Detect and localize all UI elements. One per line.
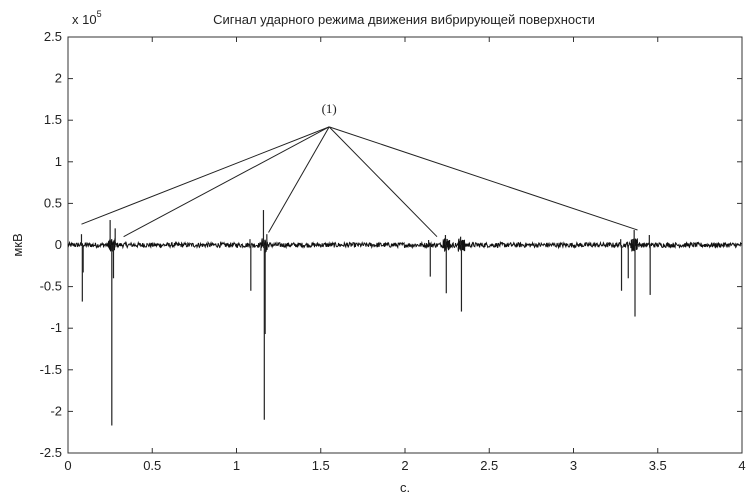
y-axis-label: мкВ	[10, 233, 25, 256]
annotation-leader-line	[329, 126, 638, 231]
x-tick-label: 3.5	[649, 458, 667, 473]
y-tick-label: 2.5	[44, 29, 62, 44]
signal-series	[67, 210, 743, 426]
x-tick-label: 1.5	[312, 458, 330, 473]
y-tick-label: 0.5	[44, 195, 62, 210]
signal-noise-trace	[67, 240, 743, 250]
plot-area: (1)	[67, 36, 743, 454]
x-tick-label: 4	[738, 458, 745, 473]
annotation-group: (1)	[81, 101, 638, 238]
signal-burst	[630, 238, 639, 252]
annotation-label: (1)	[322, 101, 337, 116]
annotation-leader-line	[268, 126, 330, 233]
chart-title: Сигнал ударного режима движения вибрирую…	[213, 12, 595, 27]
x-tick-label: 2	[401, 458, 408, 473]
x-tick-label: 2.5	[480, 458, 498, 473]
x-tick-labels: 0 0.5 1 1.5 2 2.5 3 3.5 4	[64, 458, 745, 473]
y-tick-label: -2	[50, 403, 62, 418]
annotation-leader-line	[81, 126, 330, 225]
axis-ticks	[67, 36, 743, 454]
annotation-leader-line	[123, 126, 330, 238]
x-axis-label: с.	[400, 480, 410, 495]
y-tick-label: -2.5	[40, 445, 62, 460]
x-tick-label: 3	[570, 458, 577, 473]
y-tick-label: -1.5	[40, 362, 62, 377]
y-exponent-base: x 10	[72, 12, 97, 27]
y-tick-label: 1	[55, 154, 62, 169]
y-tick-labels: 2.5 2 1.5 1 0.5 0 -0.5 -1 -1.5 -2 -2.5	[40, 29, 62, 460]
annotation-leader-line	[328, 126, 438, 238]
x-tick-label: 0	[64, 458, 71, 473]
y-tick-label: 2	[55, 71, 62, 86]
y-tick-label: 0	[55, 237, 62, 252]
y-exponent-label: x 105	[72, 9, 102, 27]
y-tick-label: -0.5	[40, 279, 62, 294]
y-exponent-power: 5	[97, 9, 102, 19]
x-tick-label: 1	[233, 458, 240, 473]
x-tick-label: 0.5	[143, 458, 161, 473]
y-tick-label: 1.5	[44, 112, 62, 127]
y-tick-label: -1	[50, 320, 62, 335]
